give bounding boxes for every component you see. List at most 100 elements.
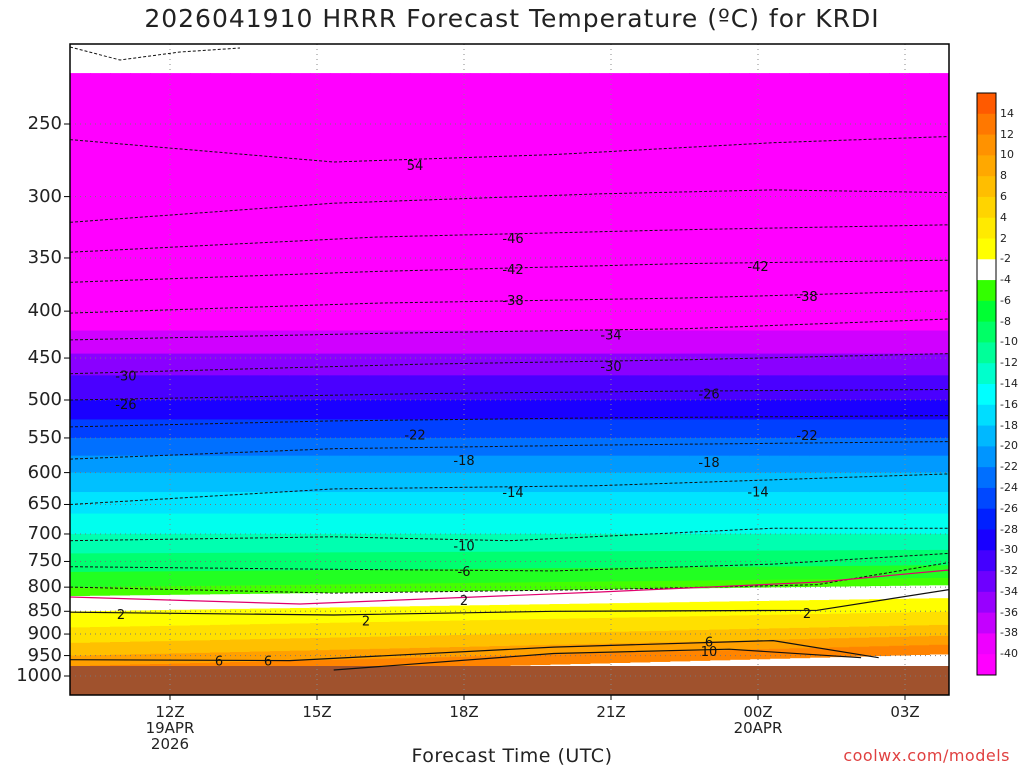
contour-label: -38 [796,290,817,305]
svg-text:-46: -46 [502,232,523,247]
y-tick-label: 550 [27,426,62,448]
svg-text:2: 2 [460,594,468,609]
svg-text:6: 6 [264,655,272,670]
colorbar-swatch [977,550,996,572]
contour-label: -26 [115,398,136,413]
y-tick-label: 300 [27,185,62,207]
colorbar-swatch [977,300,996,323]
colorbar-swatch [977,404,996,427]
svg-text:-14: -14 [747,485,768,500]
colorbar-swatch [977,363,996,385]
colorbar-label: -40 [1000,647,1018,661]
svg-text:-6: -6 [458,565,471,580]
colorbar-swatch [977,612,996,634]
svg-text:6: 6 [705,635,713,650]
colorbar-label: 4 [1000,210,1007,224]
colorbar-label: -10 [1000,335,1018,349]
colorbar-swatch [977,467,996,489]
colorbar-swatch [977,176,996,198]
x-tick-label: 2026 [150,735,190,753]
colorbar-swatch [977,384,996,406]
x-tick-label: 18Z [449,703,479,721]
y-tick-label: 700 [27,522,62,544]
colorbar-swatch [977,508,996,530]
svg-text:-42: -42 [747,260,768,275]
svg-text:2: 2 [362,615,370,630]
contour-label: -34 [600,328,621,343]
colorbar-swatch [977,238,996,260]
colorbar-label: -12 [1000,356,1018,370]
colorbar-label: 12 [1000,127,1014,141]
svg-text:-34: -34 [600,328,621,343]
contour-label: -46 [502,232,523,247]
colorbar-label: 14 [1000,106,1014,120]
svg-text:-38: -38 [502,294,523,309]
y-tick-label: 250 [27,113,62,134]
contour-label: -18 [698,456,719,471]
colorbar-label: -26 [1000,501,1018,515]
contour-label: -22 [796,429,817,444]
svg-text:-22: -22 [796,429,817,444]
svg-text:2: 2 [117,608,125,623]
credit-link[interactable]: coolwx.com/models [843,746,1010,765]
colorbar-label: -14 [1000,377,1018,390]
svg-text:-38: -38 [796,290,817,305]
colorbar-label: -16 [1000,397,1018,411]
colorbar-swatch [977,155,996,177]
colorbar-swatch [977,217,996,239]
svg-text:-18: -18 [453,454,474,469]
y-tick-label: 650 [27,493,62,515]
contour-label: -10 [453,540,474,555]
contour-label: -42 [747,260,768,275]
colorbar-swatch [977,529,996,551]
colorbar-swatch [977,571,996,593]
colorbar-label: -20 [1000,439,1018,453]
contour-label: -22 [404,428,425,443]
colorbar-swatch [977,591,996,614]
contour-label: 2 [117,608,125,623]
svg-text:6: 6 [215,655,223,670]
y-tick-label: 800 [27,576,62,598]
colorbar-label: -36 [1000,605,1018,619]
colorbar-label: -6 [1000,293,1011,307]
contour-label: -30 [115,369,136,384]
contour-label: 54 [407,159,424,174]
colorbar-swatch [977,446,996,468]
colorbar-swatch [977,113,996,136]
colorbar-swatch [977,134,996,156]
colorbar-swatch [977,342,996,364]
contour-label: -38 [502,294,523,309]
y-tick-label: 350 [27,246,62,268]
svg-text:2: 2 [803,607,811,622]
contour-label: -6 [458,565,471,580]
contour-label: 2 [362,615,370,630]
svg-text:-18: -18 [698,456,719,471]
contour-label: -26 [698,388,719,403]
contour-label: 6 [705,635,713,650]
contour-label: -18 [453,454,474,469]
x-axis-title: Forecast Time (UTC) [411,745,613,767]
colorbar-swatch [977,487,996,510]
colorbar-swatch [977,280,996,302]
x-tick-label: 15Z [302,703,332,721]
y-tick-label: 900 [27,623,62,645]
colorbar-swatch [977,196,996,219]
colorbar-label: -28 [1000,522,1018,536]
contour-label: -14 [502,486,523,501]
contour-label: -14 [747,485,768,500]
colorbar-swatch [977,425,996,447]
colorbar-swatch [977,321,996,343]
x-tick-label: 19APR [145,719,195,737]
colorbar-label: -2 [1000,252,1011,266]
y-tick-label: 500 [27,389,62,410]
colorbar-swatch [977,259,996,281]
y-tick-label: 750 [27,550,62,572]
contour-label: -42 [502,263,523,278]
colorbar-label: -8 [1000,314,1011,328]
contour-label: 2 [803,607,811,622]
colorbar-label: 6 [1000,189,1007,203]
svg-text:-30: -30 [600,360,621,375]
y-tick-label: 950 [27,644,62,666]
